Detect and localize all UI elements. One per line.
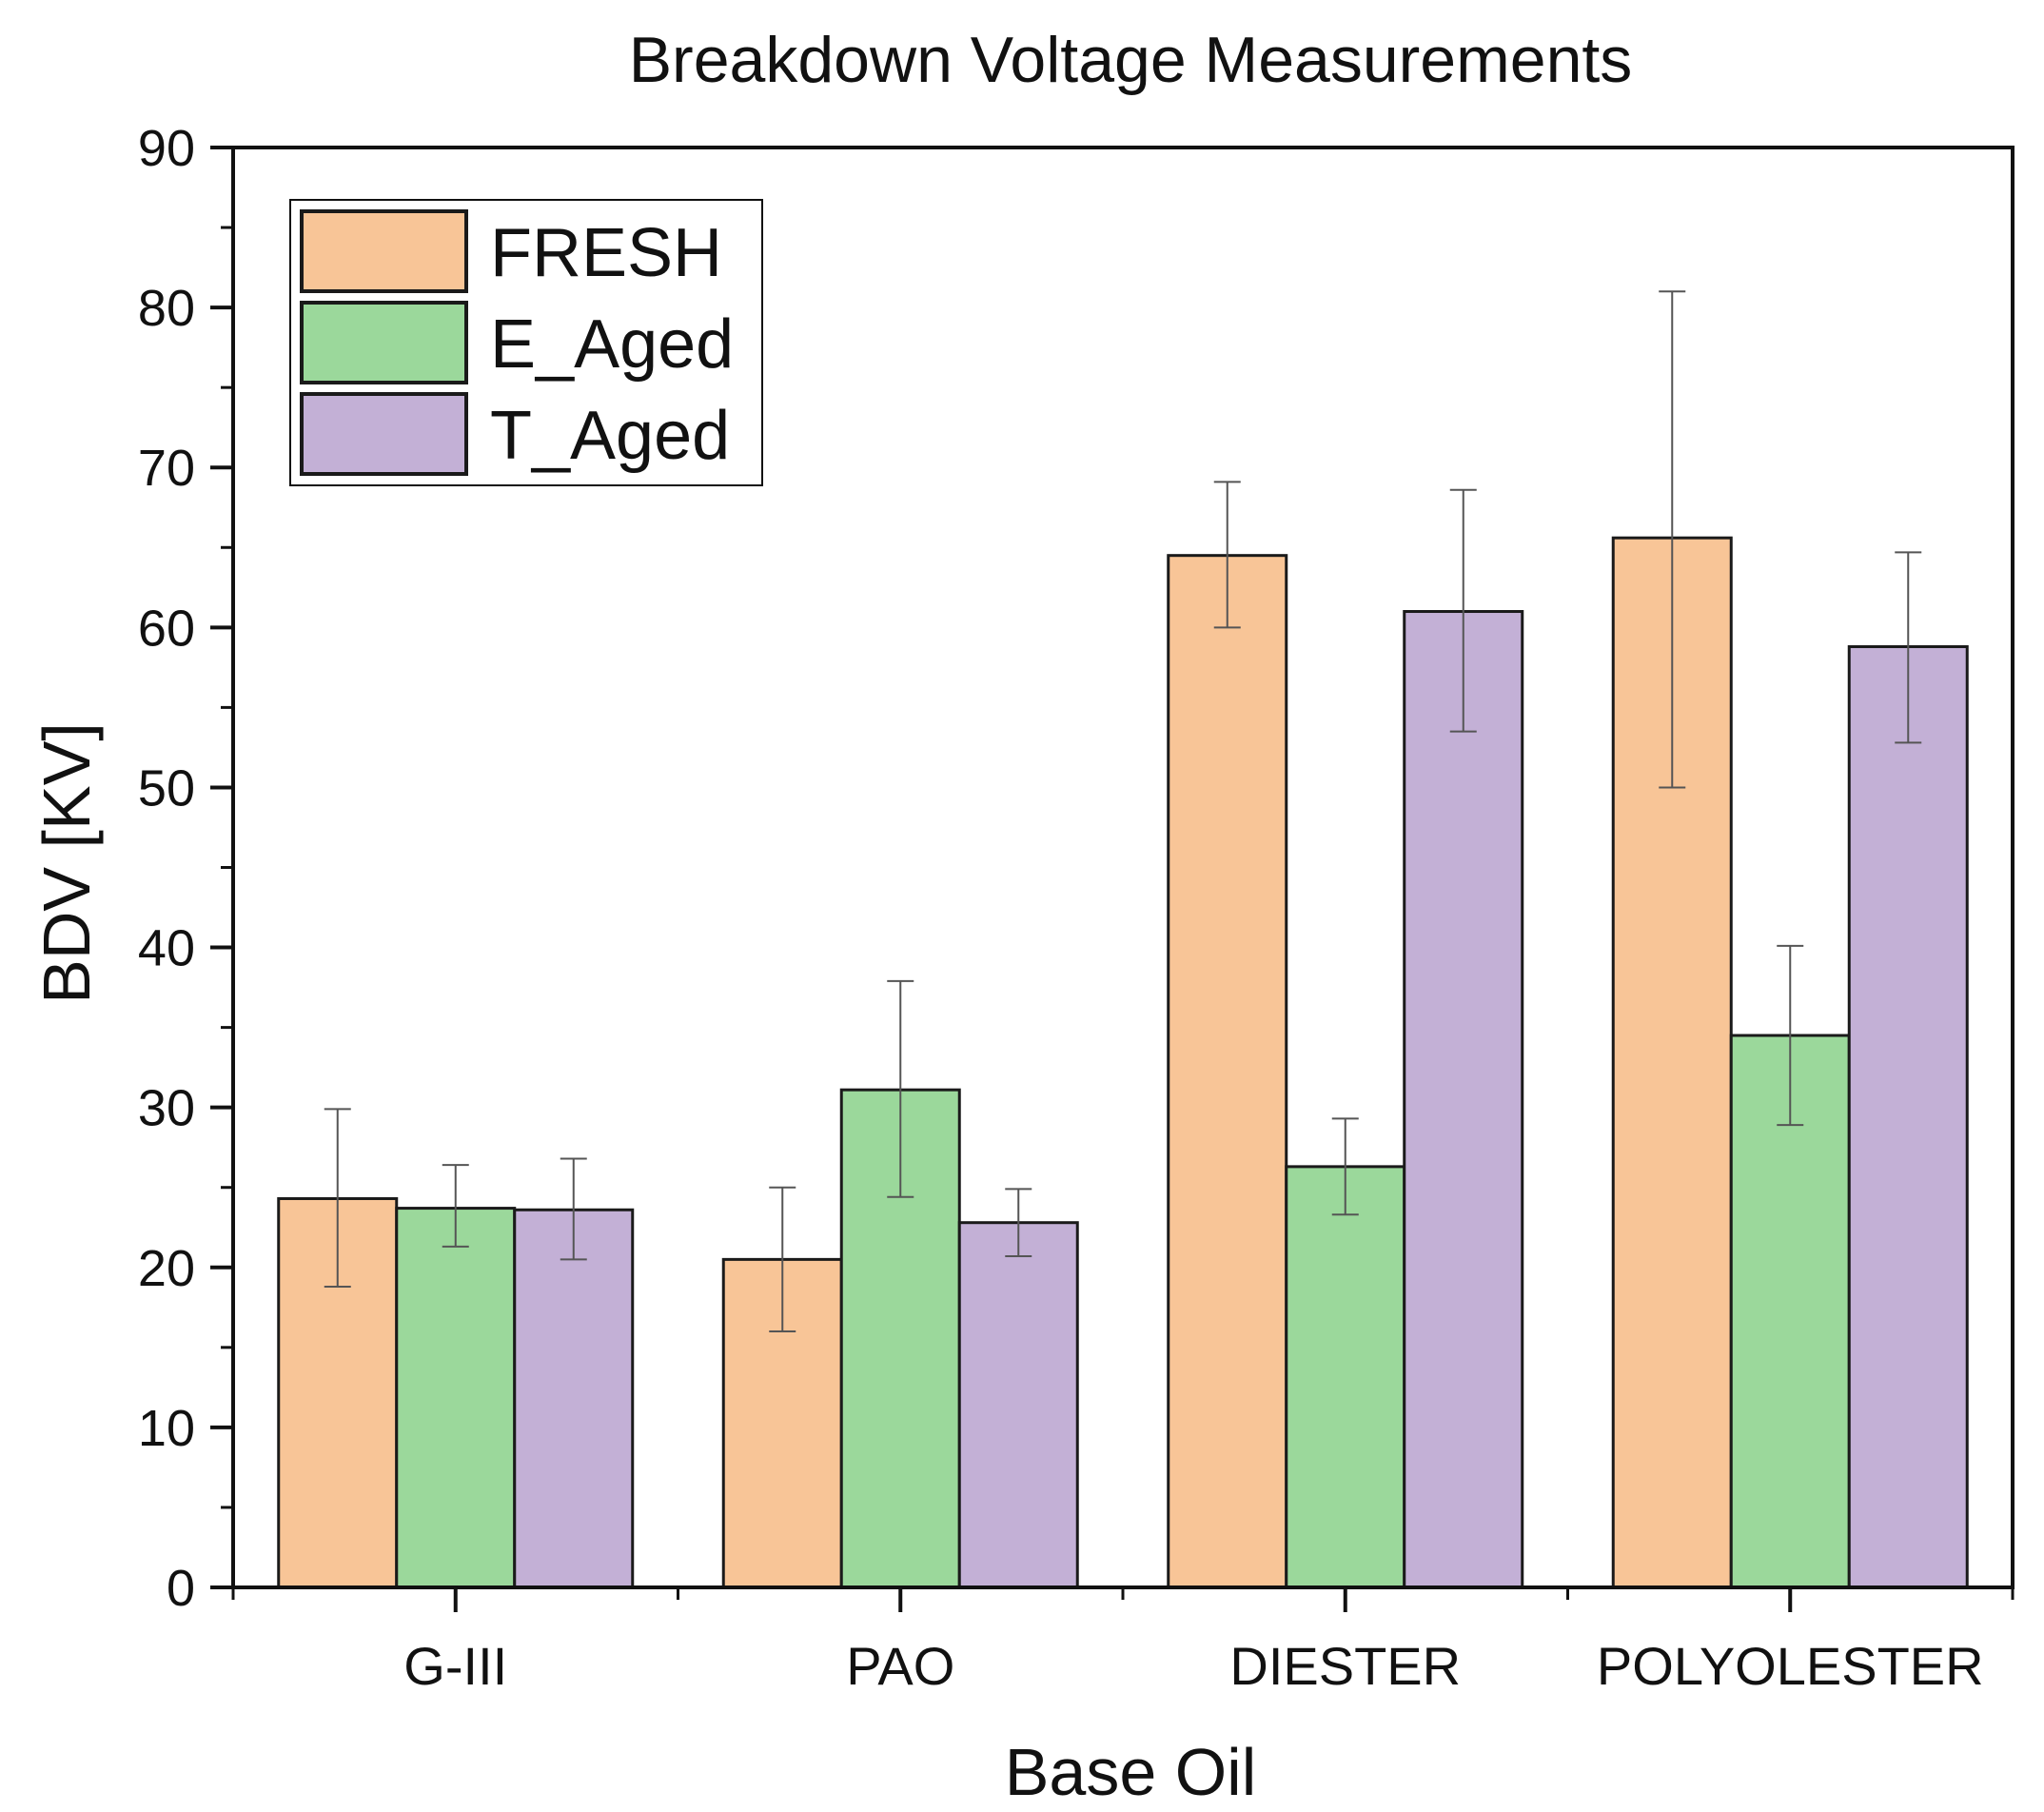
bar-group — [277, 536, 1969, 1589]
legend-label-t-aged: T_Aged — [490, 398, 730, 474]
y-tick-label: 30 — [138, 1080, 195, 1137]
x-axis-title: Base Oil — [1005, 1735, 1257, 1809]
legend-label-e-aged: E_Aged — [490, 306, 734, 383]
y-tick-label: 80 — [138, 280, 195, 337]
bar-t-aged-pao — [957, 1221, 1079, 1589]
x-tick-label-diester: DIESTER — [1229, 1636, 1461, 1696]
x-tick-label-polyolester: POLYOLESTER — [1597, 1636, 1984, 1696]
y-tick-label: 10 — [138, 1400, 195, 1457]
x-tick-label-pao: PAO — [846, 1636, 954, 1696]
bar-e-aged-diester — [1285, 1165, 1406, 1589]
y-tick-label: 0 — [167, 1560, 195, 1617]
bar-t-aged-polyolester — [1847, 645, 1969, 1589]
bar-fresh-diester — [1167, 554, 1288, 1589]
y-tick-label: 20 — [138, 1240, 195, 1297]
error-bar-group — [324, 290, 1922, 1333]
axes-group: 0 10 20 30 40 50 60 70 80 90 G-III PAO DIESTER POLYOL… — [138, 120, 2015, 1696]
y-tick-label: 60 — [138, 600, 195, 657]
legend: FRESH E_Aged T_Aged — [289, 199, 763, 486]
legend-swatch-e-aged — [300, 301, 468, 384]
chart-title: Breakdown Voltage Measurements — [629, 24, 1633, 96]
y-axis-title: BDV [KV] — [29, 722, 104, 1004]
legend-label-fresh: FRESH — [490, 215, 722, 291]
bar-t-aged-g-iii — [513, 1208, 635, 1589]
legend-swatch-t-aged — [300, 392, 468, 476]
y-tick-label: 90 — [138, 120, 195, 177]
bar-t-aged-diester — [1403, 610, 1524, 1589]
y-tick-label: 70 — [138, 440, 195, 497]
legend-swatch-fresh — [300, 209, 468, 293]
x-tick-label-g-iii: G-III — [403, 1636, 507, 1696]
y-tick-label: 40 — [138, 920, 195, 977]
y-tick-label: 50 — [138, 759, 195, 817]
bar-e-aged-g-iii — [395, 1207, 517, 1589]
